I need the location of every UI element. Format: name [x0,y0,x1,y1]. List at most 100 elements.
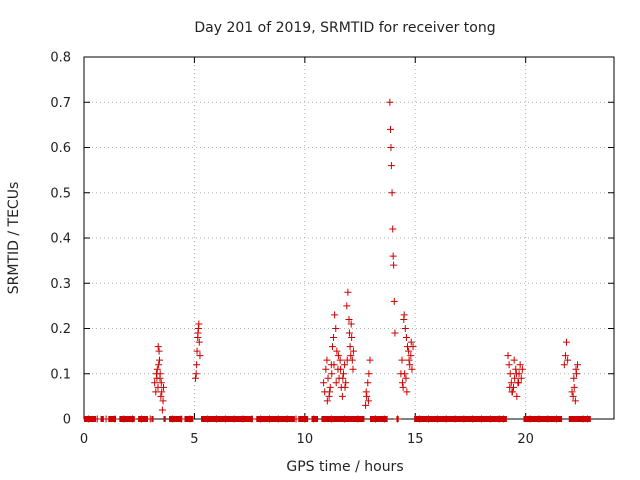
data-point [399,383,407,391]
data-point [398,356,406,364]
data-point [155,347,163,355]
data-point [331,311,339,319]
data-point [177,415,185,423]
data-point [405,356,413,364]
data-point [387,144,395,151]
data-point [192,370,200,378]
data-point [584,415,591,423]
data-point [401,325,409,332]
data-point [394,415,402,423]
data-point [506,370,514,378]
data-point [292,415,300,423]
data-point [327,415,335,423]
data-point [334,352,342,360]
data-point [516,361,524,369]
data-point [157,379,165,387]
data-point [266,415,273,423]
data-point [196,352,204,360]
data-point [544,415,552,423]
data-point [195,320,203,328]
data-point [158,388,166,396]
data-point [451,415,459,423]
data-point [512,370,520,378]
data-point [387,125,395,133]
data-point [158,406,166,414]
data-point [560,361,568,369]
data-point [571,397,579,405]
data-point [341,361,349,369]
data-point [213,415,220,423]
data-point [388,189,396,197]
data-point [160,383,167,391]
data-point [186,415,194,423]
data-point [365,370,373,378]
data-point [510,356,518,364]
data-point [333,347,341,355]
data-point [168,415,176,423]
data-point [346,343,354,351]
data-point [341,383,349,391]
data-point [553,415,561,423]
data-point [156,356,164,364]
y-tick-label: 0.1 [50,367,71,382]
data-point [347,352,355,360]
data-point [409,343,417,351]
data-point [362,388,370,396]
data-point [137,415,145,423]
data-point [257,415,265,423]
data-point [221,415,229,423]
data-point [486,415,494,423]
y-axis-title: SRMTID / TECUs [6,182,22,295]
data-point [517,374,525,382]
data-point [337,365,345,373]
data-point [386,98,394,106]
data-point [568,388,576,396]
data-point [401,370,409,378]
data-point [433,415,441,423]
data-point [152,370,160,378]
data-point [345,315,353,323]
y-tick-label: 0.2 [50,322,71,337]
y-tick-label: 0.6 [50,141,71,156]
data-point [328,343,336,351]
data-point [322,365,330,373]
data-point [469,415,477,423]
data-point [349,347,357,355]
data-point [111,415,119,423]
data-point [342,379,350,387]
data-point [504,352,512,360]
data-point [535,415,543,423]
data-point [380,415,388,423]
data-point [338,392,346,400]
data-point [518,365,526,373]
y-tick-label: 0.5 [50,186,71,201]
data-point [570,374,578,382]
data-point [391,329,399,337]
x-axis-title: GPS time / hours [286,459,403,475]
data-point [390,261,398,269]
data-point [336,356,344,364]
data-point [330,334,338,342]
data-point [339,370,347,378]
data-point [192,374,200,382]
data-point [154,343,162,351]
data-point [120,415,128,423]
data-point [403,388,411,396]
data-point [366,356,374,364]
data-point [364,379,372,387]
data-point [406,361,414,369]
data-point [323,397,331,405]
data-point [564,356,572,364]
data-point [343,302,351,310]
data-point [326,383,334,391]
data-point [402,374,410,382]
x-tick-label: 20 [517,432,534,447]
x-tick-label: 15 [407,432,424,447]
data-point [102,415,110,423]
data-point [159,397,167,405]
data-series [84,98,591,423]
x-axis: 0 5 10 15 20 [80,57,534,447]
x-tick-label: 5 [190,432,198,447]
data-point [348,334,356,342]
